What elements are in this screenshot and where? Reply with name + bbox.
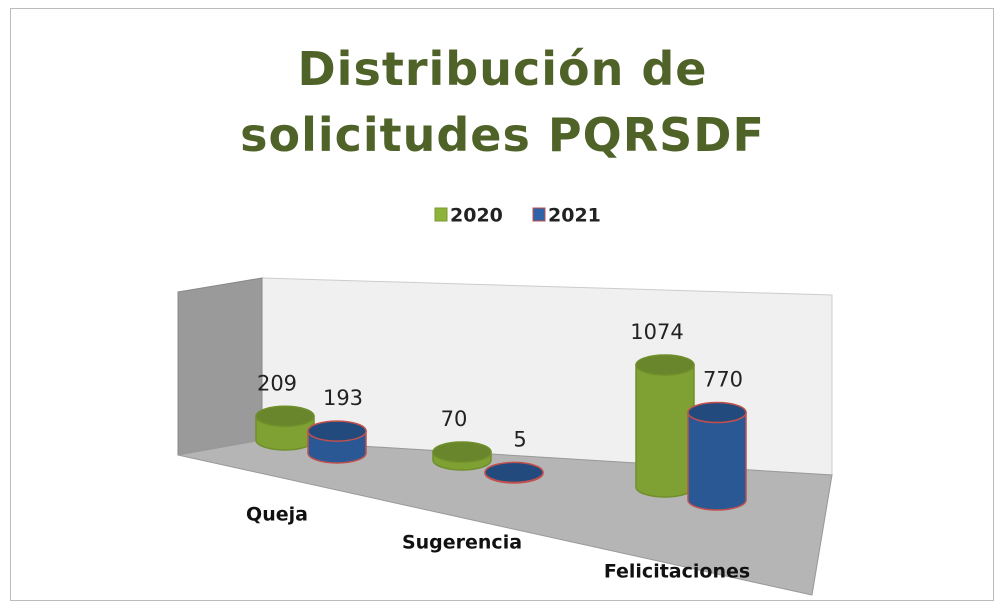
cylinder-body [635, 364, 695, 498]
data-label: 209 [257, 371, 297, 395]
data-label: 70 [441, 407, 468, 431]
cylinder-top [484, 461, 544, 484]
side-wall [177, 277, 263, 456]
cylinder [687, 401, 747, 511]
legend-swatch [434, 207, 448, 222]
cylinder-top [255, 405, 315, 428]
x-tick-label: Sugerencia [402, 532, 522, 554]
data-label: 193 [323, 386, 363, 410]
cylinder-body [687, 411, 747, 511]
legend-label: 2020 [450, 205, 503, 227]
data-label: 5 [513, 427, 526, 451]
cylinder [307, 420, 367, 464]
cylinder-top [307, 420, 367, 442]
cylinder [255, 405, 315, 451]
cylinder-top [432, 441, 492, 463]
cylinder [484, 461, 544, 484]
cylinder-top [635, 354, 695, 376]
chart-title: Distribución de solicitudes PQRSDF [240, 42, 765, 162]
cylinder-top [687, 401, 747, 424]
cylinder [432, 441, 492, 471]
x-tick-label: Queja [246, 504, 308, 526]
legend-swatch [532, 207, 546, 222]
data-label: 1074 [630, 320, 683, 344]
data-label: 770 [703, 368, 743, 392]
legend-label: 2021 [548, 205, 601, 227]
cylinder [635, 354, 695, 498]
x-tick-label: Felicitaciones [604, 561, 750, 583]
